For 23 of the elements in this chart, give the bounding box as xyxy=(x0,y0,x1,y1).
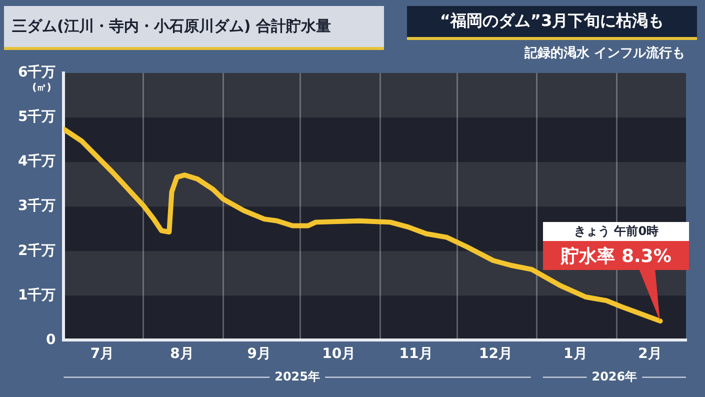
y-tick-label: 1千万 xyxy=(18,286,56,304)
y-tick-label: 2千万 xyxy=(18,242,56,259)
y-tick-label: 3千万 xyxy=(18,197,56,214)
x-tick-label: 10月 xyxy=(322,346,356,362)
x-tick-label: 7月 xyxy=(90,346,114,362)
annotation: 貯水率 8.3% xyxy=(543,241,690,270)
text: 2025年 xyxy=(274,369,320,384)
annotation: きょう 午前0時 xyxy=(543,222,690,242)
x-tick-label: 11月 xyxy=(399,346,433,362)
x-tick-label: 8月 xyxy=(170,346,194,362)
x-tick-label: 1月 xyxy=(564,346,588,362)
y-tick-label: 5千万 xyxy=(18,108,56,126)
x-tick-label: 9月 xyxy=(247,346,272,362)
text: 記録的渇水 インフル流行も xyxy=(524,44,685,62)
y-axis-title: (㎥) xyxy=(32,82,52,94)
x-tick-label: 12月 xyxy=(478,346,512,362)
x-tick-label: 2月 xyxy=(638,346,662,362)
y-tick-label: 0 xyxy=(46,332,56,348)
y-tick-label: 6千万 xyxy=(18,64,56,81)
chart-subtitle: “福岡のダム”3月下旬に枯渇も xyxy=(440,11,664,32)
chart-title: 三ダム(江川・寺内・小石原川ダム) 合計貯水量 xyxy=(12,17,331,36)
y-tick-label: 4千万 xyxy=(18,152,56,170)
text: 2026年 xyxy=(592,369,638,384)
